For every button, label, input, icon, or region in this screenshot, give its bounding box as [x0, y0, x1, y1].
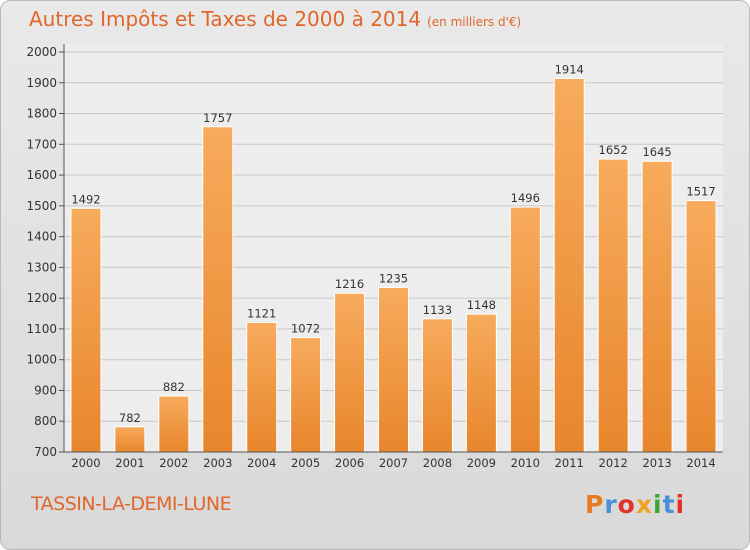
y-tick-label: 1800 — [26, 107, 57, 121]
y-tick-label: 900 — [34, 383, 57, 397]
x-tick-label: 2006 — [335, 456, 364, 470]
y-tick-label: 1600 — [26, 168, 57, 182]
chart-title: Autres Impôts et Taxes de 2000 à 2014 (en… — [29, 7, 521, 31]
commune-name: TASSIN-LA-DEMI-LUNE — [31, 493, 232, 515]
bar — [421, 318, 453, 453]
bar — [641, 160, 673, 453]
bar — [378, 286, 409, 453]
bar — [597, 158, 629, 453]
x-tick-label: 2009 — [467, 456, 496, 470]
y-tick-label: 1100 — [26, 322, 57, 336]
y-tick-label: 1200 — [26, 291, 57, 305]
chart-subtitle: (en milliers d'€) — [427, 15, 522, 29]
x-tick-label: 2003 — [203, 456, 232, 470]
bars-group — [70, 77, 717, 453]
data-label: 882 — [163, 380, 185, 394]
logo-letter: i — [675, 490, 686, 519]
data-labels-group: 1492 782 882 1757 1121 1072 1216 1235 1133 1148 14… — [71, 62, 715, 424]
y-tick-label: 1400 — [26, 230, 57, 244]
bar — [685, 200, 717, 453]
bar — [246, 321, 278, 453]
data-label: 1496 — [511, 191, 540, 205]
x-tick-label: 2004 — [247, 456, 276, 470]
y-tick-label: 1300 — [26, 260, 57, 274]
x-tick-label: 2000 — [71, 456, 100, 470]
bar — [202, 126, 234, 453]
x-tick-label: 2005 — [291, 456, 320, 470]
data-label: 1148 — [467, 298, 496, 312]
y-tick-label: 1900 — [26, 76, 57, 90]
x-tick-label: 2011 — [555, 456, 584, 470]
y-axis: 700 800 900 1000 1100 1200 1300 1400 1500 1600 170… — [26, 44, 65, 459]
data-label: 1757 — [203, 111, 232, 125]
data-label: 1072 — [291, 322, 320, 336]
y-tick-label: 2000 — [26, 45, 57, 59]
y-tick-label: 1700 — [26, 137, 57, 151]
bar — [334, 292, 366, 453]
data-label: 1492 — [71, 192, 100, 206]
logo-letter: t — [662, 490, 676, 519]
bar — [70, 207, 102, 453]
data-label: 1645 — [642, 145, 671, 159]
logo-letter: P — [585, 490, 605, 519]
x-axis: 2000 2001 2002 2003 2004 2005 2006 2007 2008 2009… — [64, 451, 723, 470]
chart-title-text: Autres Impôts et Taxes de 2000 à 2014 — [29, 7, 422, 31]
y-tick-label: 800 — [34, 414, 57, 428]
logo-letter: o — [617, 490, 636, 519]
logo-letter: i — [653, 490, 663, 519]
y-tick-label: 1000 — [26, 353, 57, 367]
y-tick-label: 1500 — [26, 199, 57, 213]
bar — [290, 337, 322, 453]
proxiti-logo[interactable]: Proxiti — [585, 490, 685, 519]
data-label: 1914 — [555, 62, 584, 76]
data-label: 782 — [119, 411, 141, 425]
data-label: 1216 — [335, 277, 364, 291]
x-tick-label: 2014 — [686, 456, 715, 470]
logo-letter: x — [635, 490, 653, 519]
x-tick-label: 2010 — [511, 456, 540, 470]
bar — [509, 206, 541, 453]
x-tick-label: 2001 — [115, 456, 144, 470]
data-label: 1652 — [599, 143, 628, 157]
bar — [553, 77, 585, 453]
logo-letter: r — [604, 490, 618, 519]
y-tick-label: 700 — [34, 445, 57, 459]
x-tick-label: 2013 — [642, 456, 671, 470]
x-tick-label: 2002 — [159, 456, 188, 470]
bar — [158, 395, 190, 453]
data-label: 1235 — [379, 271, 408, 285]
bar — [465, 313, 497, 453]
x-tick-label: 2012 — [599, 456, 628, 470]
data-label: 1133 — [423, 303, 452, 317]
x-tick-label: 2007 — [379, 456, 408, 470]
bar — [114, 426, 146, 453]
data-label: 1517 — [686, 185, 715, 199]
data-label: 1121 — [247, 306, 276, 320]
x-tick-label: 2008 — [423, 456, 452, 470]
